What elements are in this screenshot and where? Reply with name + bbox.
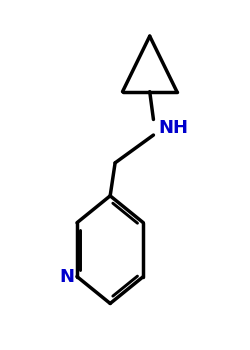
Text: NH: NH [158,119,188,137]
Text: N: N [60,267,74,286]
